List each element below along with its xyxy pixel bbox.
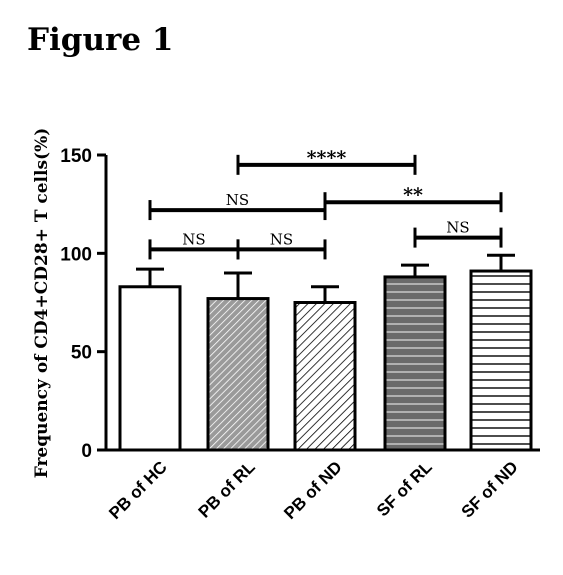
x-tick-label: PB of ND	[280, 457, 346, 523]
x-tick-label: PB of RL	[195, 457, 259, 521]
comparison-bracket: NS	[148, 191, 327, 221]
comparison-bracket: NS	[236, 230, 327, 260]
significance-label: NS	[270, 230, 293, 248]
comparison-bracket: NS	[148, 230, 240, 260]
significance-label: NS	[446, 219, 469, 237]
bars	[118, 269, 533, 452]
y-tick-label: 150	[60, 146, 92, 167]
figure-title: Figure 1	[27, 22, 174, 58]
bar-sf-of-rl	[383, 275, 447, 452]
comparison-bracket: ****	[236, 147, 417, 175]
y-tick-label: 100	[60, 244, 92, 265]
significance-label: NS	[182, 230, 205, 248]
x-tick-label: SF of RL	[373, 457, 436, 520]
significance-label: ****	[307, 147, 347, 169]
bar-pb-of-nd	[293, 301, 357, 452]
comparison-bracket: NS	[413, 219, 503, 248]
y-tick-label: 50	[71, 343, 92, 364]
bar-pb-of-rl	[206, 297, 270, 452]
bar-sf-of-nd	[469, 269, 533, 452]
bar-pb-of-hc	[118, 285, 182, 452]
y-axis-label: Frequency of CD4+CD28+ T cells(%)	[32, 128, 52, 479]
error-bars	[136, 253, 515, 303]
x-tick-label: SF of ND	[458, 457, 522, 521]
y-tick-label: 0	[81, 441, 92, 462]
significance-label: **	[403, 184, 423, 206]
significance-label: NS	[226, 191, 249, 209]
comparison-bracket: **	[323, 184, 503, 213]
x-tick-label: PB of HC	[105, 457, 171, 523]
